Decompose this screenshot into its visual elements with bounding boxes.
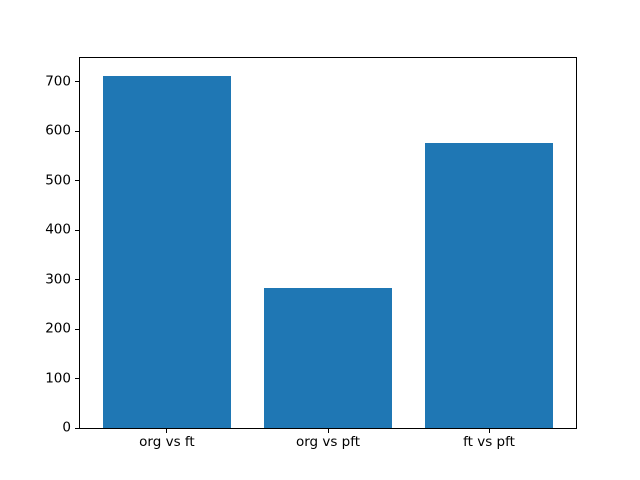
x-tick-label: ft vs pft <box>463 434 515 450</box>
bar <box>263 288 393 428</box>
x-tick-label: org vs ft <box>139 434 195 450</box>
y-tick-mark <box>75 378 79 379</box>
bar <box>424 143 554 428</box>
x-tick-label: org vs pft <box>295 434 361 450</box>
y-tick-label: 100 <box>45 369 71 386</box>
y-tick-mark <box>75 180 79 182</box>
y-tick-label: 700 <box>45 72 71 89</box>
y-tick-label: 600 <box>45 122 71 139</box>
y-tick-label: 400 <box>45 221 71 238</box>
y-tick-mark <box>75 427 79 429</box>
bar <box>102 75 232 428</box>
x-tick-mark <box>488 429 490 433</box>
axes: 0 100 200 300 400 500 600 700 org vs ft org vs pf… <box>45 57 577 449</box>
y-tick-mark <box>75 328 79 330</box>
x-tick-mark <box>327 429 329 433</box>
x-tick-mark <box>166 429 168 433</box>
y-tick-mark <box>75 130 79 132</box>
y-tick-mark <box>75 279 79 281</box>
y-tick-label: 500 <box>45 171 71 188</box>
y-tick-mark <box>75 229 79 231</box>
y-tick-label: 300 <box>45 270 71 287</box>
y-tick-mark <box>75 81 79 83</box>
y-tick-label: 0 <box>62 419 71 436</box>
y-tick-label: 200 <box>45 320 71 337</box>
